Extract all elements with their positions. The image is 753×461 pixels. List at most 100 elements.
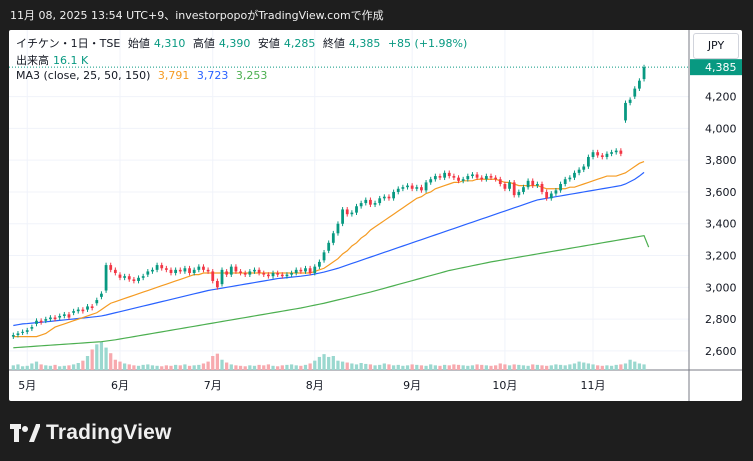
candle-body (494, 177, 498, 180)
volume-bar (429, 364, 433, 370)
currency-button[interactable]: JPY (693, 33, 739, 59)
legend-open-label: 始値 (127, 37, 150, 50)
candle-body (350, 212, 354, 215)
candle-body (104, 265, 108, 291)
candle-body (475, 174, 479, 178)
legend-volume-value: 16.1 K (53, 54, 89, 67)
volume-bar (164, 365, 168, 370)
x-tick-label: 5月 (18, 379, 36, 392)
candle-body (72, 311, 75, 313)
volume-bar (484, 365, 488, 370)
candle-body (146, 271, 150, 275)
y-tick-label: 3,400 (705, 218, 737, 231)
candle-body (396, 188, 400, 192)
candle-body (229, 266, 233, 275)
volume-bar (109, 353, 113, 370)
volume-bar (271, 365, 275, 370)
volume-bar (503, 364, 507, 370)
volume-bar (545, 365, 549, 370)
volume-bar (299, 365, 303, 370)
candle-body (206, 269, 210, 272)
candle-body (628, 99, 632, 103)
candle-body (559, 184, 562, 191)
legend-symbol[interactable]: イチケン・1日・TSE (16, 37, 121, 50)
volume-bar (633, 361, 637, 370)
volume-bar (364, 363, 368, 370)
candle-body (215, 280, 219, 288)
candle-body (452, 176, 456, 178)
volume-bar (433, 365, 437, 370)
volume-bar (127, 364, 131, 370)
candle-body (109, 265, 113, 270)
candle-body (86, 306, 89, 310)
ma25-line (13, 161, 645, 338)
volume-bar (614, 364, 618, 370)
candle-body (568, 177, 572, 180)
volume-bar (642, 364, 646, 370)
candle-body (582, 166, 586, 170)
volume-bar (183, 364, 187, 370)
chart-caption: 11月 08, 2025 13:54 UTC+9、investorpopoがTr… (10, 9, 384, 22)
candle-body (239, 271, 242, 274)
volume-bar (327, 356, 331, 370)
volume-bar (340, 361, 345, 370)
legend-close-label: 終値 (322, 37, 345, 50)
volume-bar (623, 363, 628, 370)
volume-bar (308, 363, 312, 370)
legend-ma-label[interactable]: MA3 (close, 25, 50, 150) (16, 69, 151, 82)
candle-body (225, 271, 229, 275)
volume-bar (336, 360, 340, 370)
candle-body (313, 266, 317, 274)
candle-body (605, 153, 609, 157)
volume-bar (285, 364, 289, 370)
candle-body (406, 185, 409, 188)
candle-body (549, 193, 553, 199)
volume-bar (359, 363, 363, 370)
candle-body (127, 276, 131, 280)
ma50-line (13, 171, 645, 327)
candle-body (178, 269, 182, 272)
volume-bar (30, 363, 34, 370)
candle-body (113, 269, 117, 274)
chart-frame[interactable]: 2,600 2,800 3,000 3,200 3,400 3,600 3,800 4,000… (9, 30, 742, 401)
candle-body (614, 150, 618, 153)
volume-bar (456, 364, 461, 370)
volume-bar (438, 365, 442, 370)
candle-body (336, 223, 340, 234)
volume-bar (206, 361, 210, 370)
candle-body (174, 269, 178, 274)
x-tick-label: 8月 (306, 379, 324, 392)
candle-body (638, 80, 641, 89)
tradingview-logo-icon (10, 424, 40, 442)
candle-body (577, 169, 581, 173)
candle-body (197, 266, 201, 270)
candle-body (424, 182, 428, 191)
volume-bar (401, 365, 405, 370)
volume-bar (229, 364, 233, 370)
volume-bar (507, 365, 512, 370)
volume-bar (419, 365, 424, 370)
candle-body (164, 268, 168, 270)
volume-bar (48, 365, 53, 370)
x-tick-label: 11月 (581, 379, 606, 392)
candle-body (471, 174, 474, 177)
volume-bar (512, 364, 516, 370)
candle-body (591, 152, 595, 157)
candle-body (137, 277, 140, 281)
volume-bar (113, 359, 117, 370)
volume-bar (85, 356, 90, 370)
volume-bar (81, 360, 85, 370)
volume-bar (146, 364, 150, 370)
volume-bar (494, 365, 498, 370)
last-price-label: 4,385 (705, 61, 737, 74)
volume-bar (303, 364, 308, 370)
candlestick-chart[interactable]: 2,600 2,800 3,000 3,200 3,400 3,600 3,800 4,000… (9, 30, 742, 401)
volume-bar (238, 365, 243, 370)
candle-body (373, 203, 377, 205)
volume-bar (558, 364, 563, 370)
candle-body (318, 261, 321, 267)
candle-body (438, 176, 442, 178)
volume-bar (563, 365, 567, 370)
candle-body (53, 317, 57, 320)
volume-bar (405, 365, 410, 370)
